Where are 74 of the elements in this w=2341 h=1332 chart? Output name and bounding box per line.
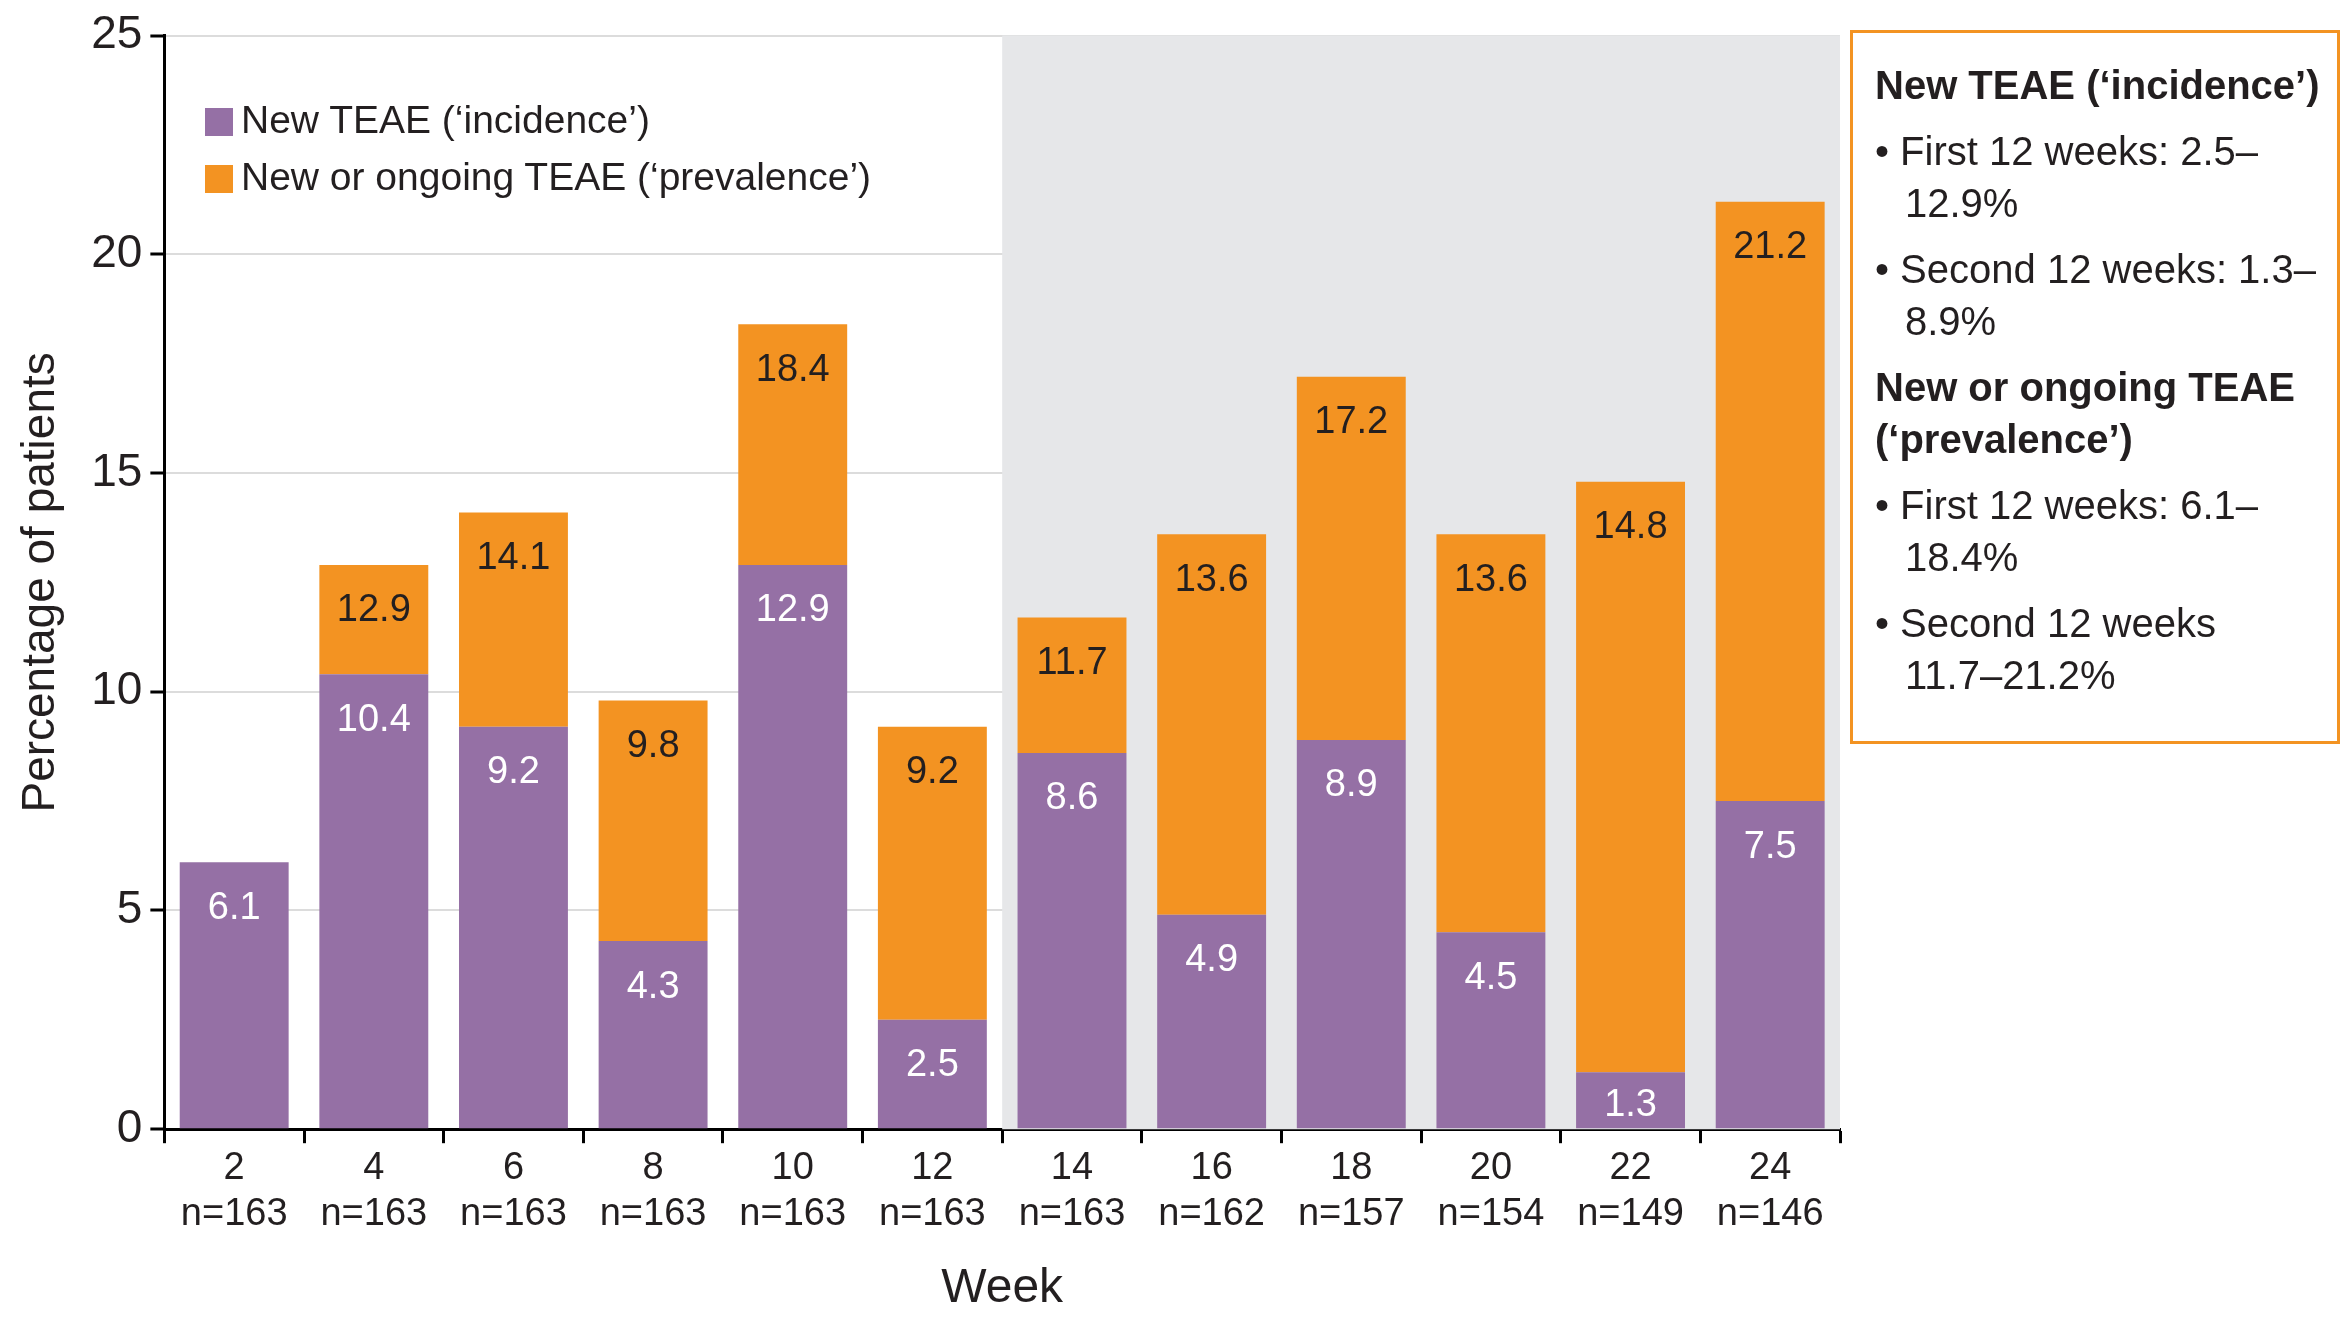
bar xyxy=(1296,739,1406,1129)
bar xyxy=(1296,376,1406,740)
data-label: 10.4 xyxy=(336,696,411,739)
text: • First 12 weeks: 2.5–12.9% xyxy=(1875,128,2260,227)
bar xyxy=(1436,534,1546,933)
total-label: 18.4 xyxy=(755,346,830,389)
y-tick-label: 0 xyxy=(116,1099,143,1152)
x-tick-label: 8 n=163 xyxy=(599,1145,707,1234)
total-label: 21.2 xyxy=(1733,224,1808,267)
bar xyxy=(319,674,429,1129)
data-label: 12.9 xyxy=(755,587,830,630)
bar xyxy=(877,1019,987,1129)
total-label: 9.8 xyxy=(626,722,680,765)
y-tick-label: 25 xyxy=(91,6,143,59)
bar xyxy=(1715,801,1825,1129)
total-label: 13.6 xyxy=(1174,556,1249,599)
y-axis-title: Percentage of patients xyxy=(12,352,65,813)
text: • First 12 weeks: 6.1–18.4% xyxy=(1875,482,2260,581)
x-tick-label: 4 n=163 xyxy=(320,1145,428,1234)
x-tick-label: 24 n=146 xyxy=(1716,1145,1824,1234)
data-label: 9.2 xyxy=(487,749,540,792)
bar xyxy=(459,512,568,727)
x-tick-label: 2 n=163 xyxy=(180,1145,288,1234)
x-tick-label: 16 n=162 xyxy=(1158,1145,1265,1234)
text: New TEAE (‘incidence’) xyxy=(1875,62,2321,109)
bar xyxy=(1436,932,1546,1129)
bar xyxy=(1576,481,1685,1073)
data-label: 2.5 xyxy=(905,1042,959,1085)
text: New or ongoing TEAE (‘prevalence’) xyxy=(1875,364,2296,463)
bar xyxy=(1715,201,1825,802)
y-tick-label: 15 xyxy=(91,443,143,496)
total-label: 14.1 xyxy=(476,534,551,577)
legend-label: New or ongoing TEAE (‘prevalence’) xyxy=(240,153,872,200)
total-label: 14.8 xyxy=(1593,504,1668,547)
data-label: 8.6 xyxy=(1045,775,1099,818)
total-label: 13.6 xyxy=(1453,556,1528,599)
x-axis-title: Week xyxy=(941,1259,1065,1313)
data-label: 1.3 xyxy=(1604,1081,1657,1124)
bar xyxy=(1017,753,1127,1129)
bar xyxy=(877,726,987,1020)
legend-label: New TEAE (‘incidence’) xyxy=(240,97,651,143)
x-tick-label: 10 n=163 xyxy=(739,1145,847,1234)
bar xyxy=(1017,617,1127,753)
bar xyxy=(179,862,289,1129)
bar xyxy=(1157,534,1267,915)
x-tick-label: 12 n=163 xyxy=(879,1145,986,1234)
y-tick-label: 5 xyxy=(116,881,143,934)
bar xyxy=(598,700,708,942)
total-label: 12.9 xyxy=(336,587,411,630)
total-label: 11.7 xyxy=(1036,639,1108,682)
data-label: 4.3 xyxy=(626,963,680,1006)
bar xyxy=(459,726,568,1129)
data-label: 6.1 xyxy=(207,884,261,927)
total-label: 9.2 xyxy=(905,749,959,792)
total-label: 17.2 xyxy=(1314,399,1389,442)
x-tick-label: 20 n=154 xyxy=(1437,1145,1545,1234)
bar xyxy=(1576,1072,1685,1129)
x-tick-label: 22 n=149 xyxy=(1577,1145,1684,1234)
bar xyxy=(598,941,708,1129)
data-label: 4.9 xyxy=(1185,937,1239,980)
bar xyxy=(1157,914,1267,1129)
bar xyxy=(738,324,848,565)
text: • Second 12 weeks 11.7–21.2% xyxy=(1875,600,2217,699)
x-tick-label: 14 n=163 xyxy=(1018,1145,1126,1234)
bar xyxy=(319,564,429,675)
bar xyxy=(738,564,848,1129)
x-tick-label: 18 n=157 xyxy=(1297,1145,1405,1234)
data-label: 8.9 xyxy=(1324,762,1378,805)
data-label: 4.5 xyxy=(1464,954,1518,997)
x-tick-label: 6 n=163 xyxy=(460,1145,567,1234)
data-label: 7.5 xyxy=(1743,823,1797,866)
text: • Second 12 weeks: 1.3–8.9% xyxy=(1875,246,2317,345)
y-tick-label: 20 xyxy=(91,225,143,278)
y-tick-label: 10 xyxy=(91,662,143,715)
